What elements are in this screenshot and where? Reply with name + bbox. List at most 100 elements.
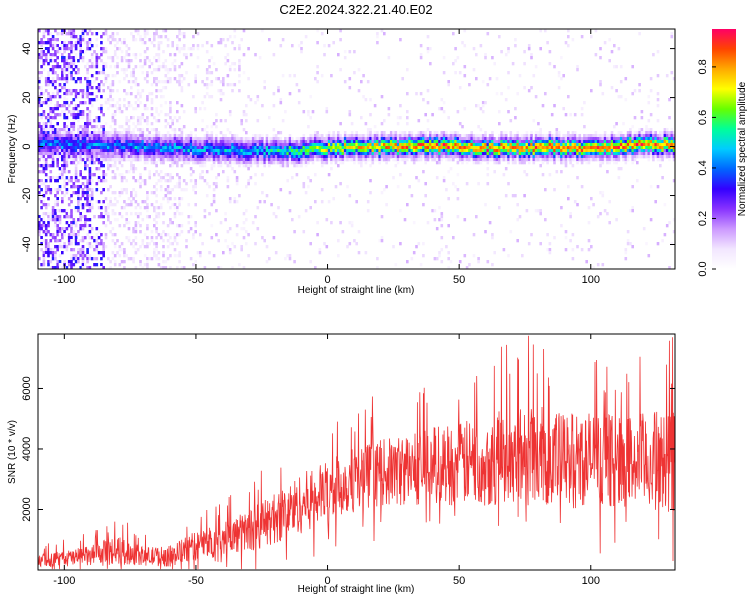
spectrogram-cell: [523, 146, 526, 150]
spectrogram-cell: [571, 38, 575, 42]
spectrogram-cell: [182, 146, 186, 150]
spectrogram-cell: [456, 155, 460, 159]
spectrogram-cell: [111, 137, 115, 141]
spectrogram-cell: [86, 200, 89, 204]
spectrogram-cell: [410, 158, 414, 162]
spectrogram-cell: [132, 197, 135, 201]
spectrogram-cell: [93, 128, 96, 132]
spectrogram-cell: [88, 158, 92, 162]
spectrogram-cell: [610, 143, 614, 147]
spectrogram-cell: [107, 149, 110, 153]
spectrogram-cell: [146, 236, 149, 240]
spectrogram-cell: [171, 164, 174, 168]
spectrogram-cell: [233, 134, 237, 138]
spectrogram-cell: [217, 266, 220, 270]
spectrogram-cell: [189, 146, 193, 150]
spectrogram-cell: [125, 119, 128, 123]
spectrogram-cell: [334, 155, 338, 159]
spectrogram-cell: [366, 140, 370, 144]
spectrogram-cell: [178, 203, 181, 207]
spectrogram-cell: [58, 140, 62, 144]
spectrogram-cell: [369, 98, 372, 102]
spectrogram-cell: [491, 146, 494, 150]
spectrogram-cell: [320, 152, 324, 156]
spectrogram-cell: [63, 170, 66, 174]
spectrogram-cell: [518, 140, 522, 144]
spectrogram-cell: [564, 134, 568, 138]
spectrogram-cell: [222, 155, 225, 159]
spectrogram-cell: [150, 257, 154, 261]
spectrogram-cell: [134, 149, 138, 153]
spectrogram-cell: [49, 56, 53, 60]
spectrogram-cell: [120, 110, 124, 114]
spectrogram-cell: [288, 92, 292, 96]
spectrogram-cell: [445, 140, 448, 144]
spectrogram-cell: [475, 158, 478, 162]
spectrogram-cell: [309, 152, 312, 156]
spectrogram-cell: [603, 134, 607, 138]
spectrogram-cell: [502, 158, 506, 162]
spectrogram-cell: [176, 149, 179, 153]
spectrogram-cell: [88, 200, 92, 204]
spectrogram-cell: [615, 158, 618, 162]
spectrogram-cell: [491, 233, 494, 237]
spectrogram-cell: [70, 260, 73, 264]
spectrogram-cell: [143, 59, 147, 63]
spectrogram-cell: [578, 158, 582, 162]
spectrogram-cell: [42, 155, 46, 159]
spectrogram-cell: [120, 260, 124, 264]
spectrogram-cell: [530, 134, 533, 138]
spectrogram-cell: [247, 164, 250, 168]
spectrogram-cell: [463, 152, 467, 156]
spectrogram-cell: [141, 200, 145, 204]
spectrogram-cell: [120, 173, 124, 177]
spectrogram-cell: [208, 212, 211, 216]
spectrogram-cell: [406, 152, 409, 156]
spectrogram-cell: [86, 44, 89, 48]
spectrogram-cell: [169, 236, 172, 240]
spectrogram-cell: [516, 218, 519, 222]
spectrogram-cell: [109, 35, 112, 39]
spectrogram-cell: [438, 137, 441, 141]
spectrogram-cell: [341, 146, 345, 150]
spectrogram-cell: [164, 101, 168, 105]
spectrogram-cell: [97, 89, 101, 93]
spectrogram-cell: [130, 137, 133, 141]
spectrogram-cell: [307, 125, 310, 129]
spectrogram-cell: [504, 152, 508, 156]
spectrogram-cell: [38, 113, 41, 117]
spectrogram-cell: [61, 104, 64, 108]
spectrogram-cell: [500, 134, 503, 138]
spectrogram-cell: [470, 149, 473, 153]
spectrogram-cell: [54, 137, 57, 141]
spectrogram-cell: [143, 32, 147, 36]
spectrogram-cell: [571, 164, 575, 168]
spectrogram-cell: [339, 221, 342, 225]
spectrogram-cell: [258, 140, 262, 144]
spectrogram-cell: [587, 140, 591, 144]
spectrogram-cell: [70, 239, 73, 243]
spectrogram-cell: [355, 131, 358, 135]
spectrogram-cell: [348, 221, 352, 225]
spectrogram-cell: [394, 164, 398, 168]
spectrogram-cell: [534, 146, 538, 150]
spectrogram-cell: [495, 92, 499, 96]
spectrogram-cell: [399, 143, 402, 147]
spectrogram-cell: [65, 209, 69, 213]
spectrogram-cell: [268, 116, 271, 120]
spectrogram-cell: [534, 152, 538, 156]
spectrogram-cell: [343, 137, 347, 141]
spectrogram-cell: [592, 158, 595, 162]
spectrogram-cell: [100, 179, 103, 183]
spectrogram-cell: [619, 149, 623, 153]
spectrogram-cell: [258, 158, 262, 162]
spectrogram-cell: [141, 266, 145, 270]
spectrogram-cell: [279, 164, 283, 168]
spectrogram-cell: [509, 230, 513, 234]
spectrogram-cell: [100, 47, 103, 51]
spectrogram-cell: [58, 47, 62, 51]
spectrogram-cell: [70, 89, 73, 93]
spectrogram-cell: [157, 56, 161, 60]
spectrogram-cell: [113, 245, 117, 249]
spectrogram-cell: [408, 146, 411, 150]
